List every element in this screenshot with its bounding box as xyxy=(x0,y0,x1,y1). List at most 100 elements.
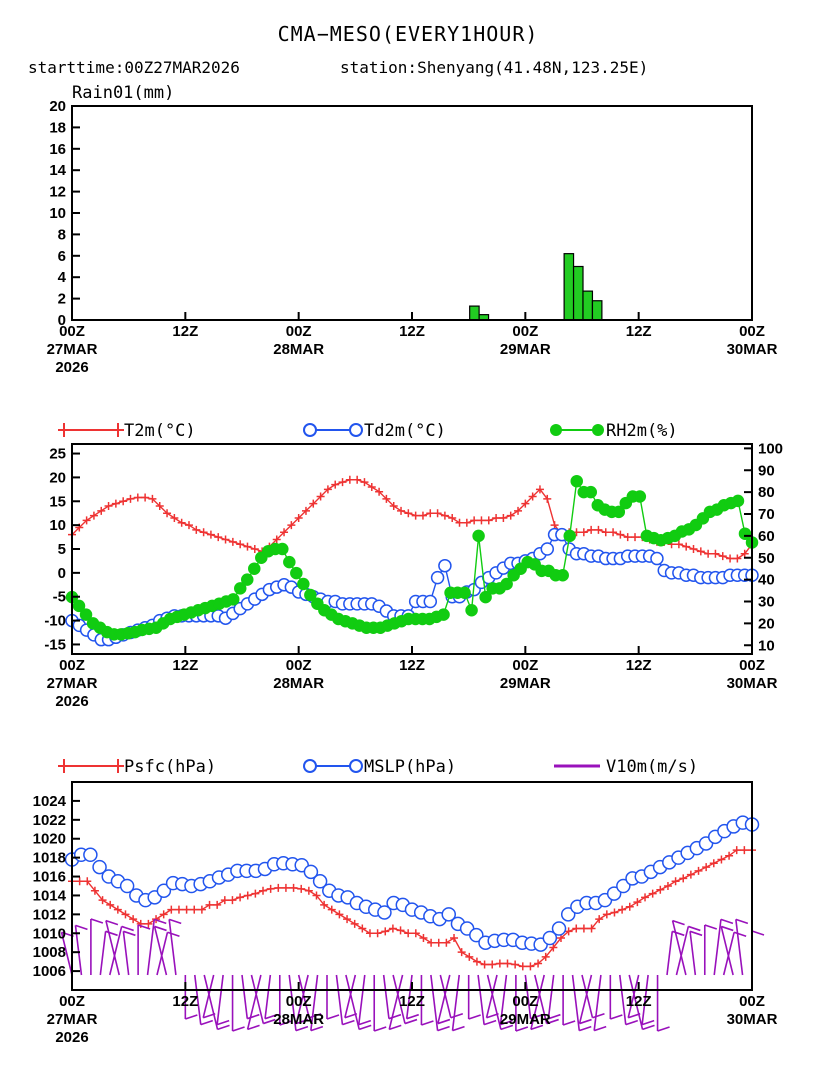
psfc-point xyxy=(243,891,252,900)
t2m-point xyxy=(353,475,362,484)
psfc-point xyxy=(633,898,642,907)
psfc-point xyxy=(327,905,336,914)
t2m-point xyxy=(287,521,296,530)
wind-barb-flag xyxy=(105,919,119,926)
psfc-point xyxy=(159,910,168,919)
psfc-point xyxy=(442,938,451,947)
psfc-point xyxy=(495,959,504,968)
psfc-point xyxy=(610,908,619,917)
wind-barb-staff xyxy=(105,920,120,976)
temp-series xyxy=(65,474,759,647)
wind-barb-flag xyxy=(592,1012,605,1019)
psfc-point xyxy=(450,934,459,942)
psfc-point xyxy=(602,910,611,919)
pressure-series xyxy=(64,815,760,971)
wind-barb-flag xyxy=(641,1019,655,1026)
y-tick-label: 1012 xyxy=(33,906,66,923)
wind-barb-flag xyxy=(264,1013,278,1020)
wind-barb-flag xyxy=(168,918,182,925)
wind-barb-flag xyxy=(358,1024,372,1031)
rain-plot-frame xyxy=(71,105,753,321)
y-tick-label: 14 xyxy=(49,162,66,179)
wind-barbs xyxy=(60,918,765,1032)
wind-barb-flag xyxy=(500,1019,513,1026)
t2m-point xyxy=(89,511,98,520)
wind-barb-flag xyxy=(530,1024,544,1031)
x-tick-label: 00Z xyxy=(286,323,312,340)
t2m-point xyxy=(184,521,193,530)
x-tick-label: 27MAR xyxy=(47,1011,98,1028)
x-tick-label: 12Z xyxy=(399,657,425,674)
psfc-point xyxy=(228,896,237,905)
mslp-point xyxy=(303,864,319,880)
psfc-point xyxy=(526,962,535,971)
rain-bar xyxy=(563,253,575,321)
psfc-point xyxy=(259,886,268,895)
psfc-point xyxy=(205,900,214,909)
wind-barb-staff xyxy=(666,931,674,976)
chart-title: CMA−MESO(EVERY1HOUR) xyxy=(278,22,539,46)
psfc-point xyxy=(381,927,390,936)
t2m-point xyxy=(82,516,91,525)
t2m-point xyxy=(674,540,683,549)
t2m-point xyxy=(338,478,347,487)
x-tick-label: 00Z xyxy=(286,657,312,674)
t2m-point xyxy=(119,497,128,506)
wind-barb-flag xyxy=(483,1019,497,1026)
legend-mslp-marker-end xyxy=(349,759,363,773)
t2m-point xyxy=(711,549,720,558)
wind-barb-staff xyxy=(335,974,344,1025)
t2m-point xyxy=(718,552,727,561)
psfc-point xyxy=(656,885,665,894)
wind-barb-flag xyxy=(562,1020,576,1026)
psfc-point xyxy=(625,902,634,911)
psfc-point xyxy=(694,866,703,875)
wind-barb-staff xyxy=(571,974,581,1031)
x-tick-label: 00Z xyxy=(512,657,538,674)
rh2m-point xyxy=(79,608,93,621)
y-tick-label: -15 xyxy=(44,636,66,653)
rh2m-point xyxy=(297,577,310,591)
rain-y-axis: 0 2 4 6 8 10 12 14 16 18 20 xyxy=(49,98,80,329)
x-tick-label: 12Z xyxy=(626,323,652,340)
wind-barb-flag xyxy=(388,1024,402,1031)
y-tick-label: 10 xyxy=(49,205,66,222)
wind-barb-flag xyxy=(486,1012,499,1019)
psfc-point xyxy=(304,886,313,895)
wind-barb-flag xyxy=(406,1013,419,1020)
wind-barb-staff xyxy=(451,974,461,1031)
t2m-point xyxy=(682,542,691,551)
legend-rh2m-marker xyxy=(550,424,562,436)
psfc-point xyxy=(98,896,107,905)
x-tick-label: 12Z xyxy=(626,657,652,674)
x-tick-label: 12Z xyxy=(172,993,198,1010)
psfc-point xyxy=(213,900,222,909)
t2m-point xyxy=(367,482,376,491)
y-tick-label: -10 xyxy=(44,613,66,630)
wind-barb-flag xyxy=(593,1025,607,1032)
wind-barb-staff xyxy=(477,974,485,1025)
y-tick-label: 90 xyxy=(758,462,775,479)
wind-barb-staff xyxy=(109,926,123,976)
wind-barb-staff xyxy=(344,974,357,1018)
y-tick-label: -5 xyxy=(53,589,66,606)
psfc-point xyxy=(289,883,298,892)
y-tick-label: 1024 xyxy=(33,793,67,810)
t2m-point xyxy=(155,502,164,511)
t2m-point xyxy=(243,542,252,551)
legend-psfc-label: Psfc(hPa) xyxy=(124,757,216,777)
wind-barb-flag xyxy=(688,925,701,932)
t2m-point xyxy=(148,494,157,503)
wind-barb-flag xyxy=(247,1013,260,1020)
wind-barb-flag xyxy=(279,1020,293,1026)
wind-barb-flag xyxy=(342,1019,355,1026)
psfc-point xyxy=(75,877,84,886)
wind-barb-flag xyxy=(720,918,734,925)
psfc-point xyxy=(297,884,306,893)
psfc-point xyxy=(182,905,191,914)
wind-barb-flag xyxy=(344,1012,358,1019)
wind-barb-staff xyxy=(722,932,735,976)
